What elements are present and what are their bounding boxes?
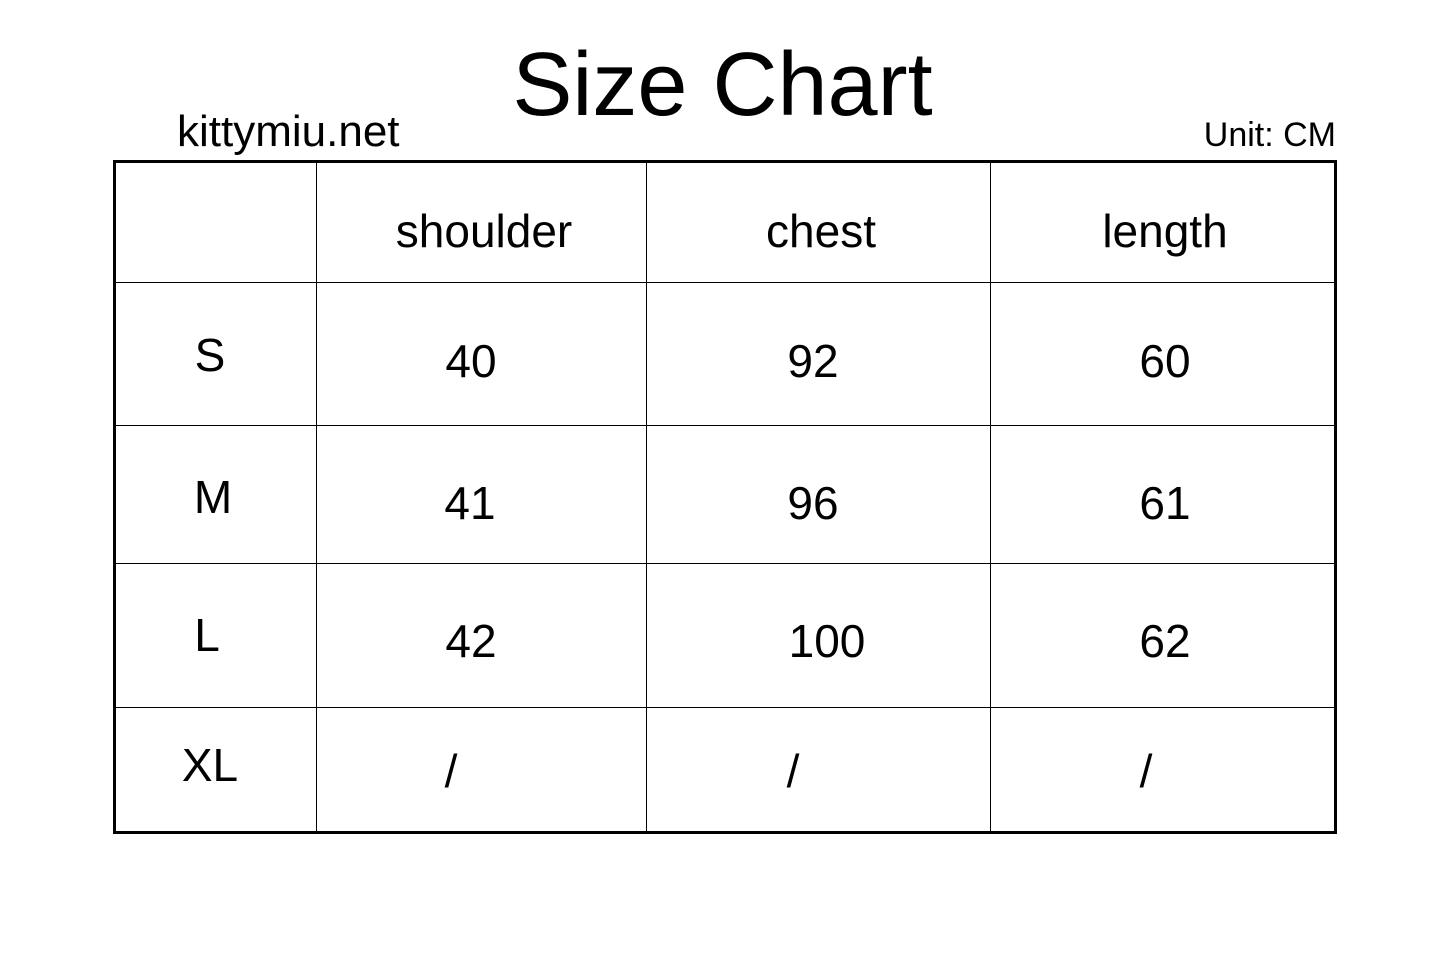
table-cell-length: 61 xyxy=(1139,477,1191,529)
site-name: kittymiu.net xyxy=(177,107,400,156)
row-divider xyxy=(116,425,1334,426)
table-cell-shoulder: / xyxy=(444,745,458,797)
column-header-length: length xyxy=(1102,205,1228,257)
size-label: S xyxy=(194,329,226,381)
column-header-shoulder: shoulder xyxy=(395,205,573,257)
column-divider xyxy=(316,163,317,831)
size-table: shoulder chest length S 40 92 60 M 41 96 61 L 42 100 6… xyxy=(113,160,1337,834)
size-label: M xyxy=(193,471,233,523)
size-label: L xyxy=(194,609,220,661)
table-cell-shoulder: 42 xyxy=(445,615,497,667)
table-cell-length: / xyxy=(1139,745,1153,797)
size-label: XL xyxy=(181,739,239,791)
table-cell-shoulder: 40 xyxy=(445,335,497,387)
table-cell-chest: 100 xyxy=(788,615,866,667)
unit-label: Unit: CM xyxy=(1203,116,1336,154)
table-cell-shoulder: 41 xyxy=(444,477,496,529)
page-title: Size Chart xyxy=(512,35,933,135)
column-header-chest: chest xyxy=(766,205,876,257)
table-cell-length: 62 xyxy=(1139,615,1191,667)
table-cell-chest: 92 xyxy=(787,335,839,387)
row-divider xyxy=(116,282,1334,283)
column-divider xyxy=(990,163,991,831)
row-divider xyxy=(116,707,1334,708)
column-divider xyxy=(646,163,647,831)
row-divider xyxy=(116,563,1334,564)
table-cell-chest: 96 xyxy=(787,477,839,529)
table-cell-length: 60 xyxy=(1139,335,1191,387)
table-cell-chest: / xyxy=(786,745,800,797)
